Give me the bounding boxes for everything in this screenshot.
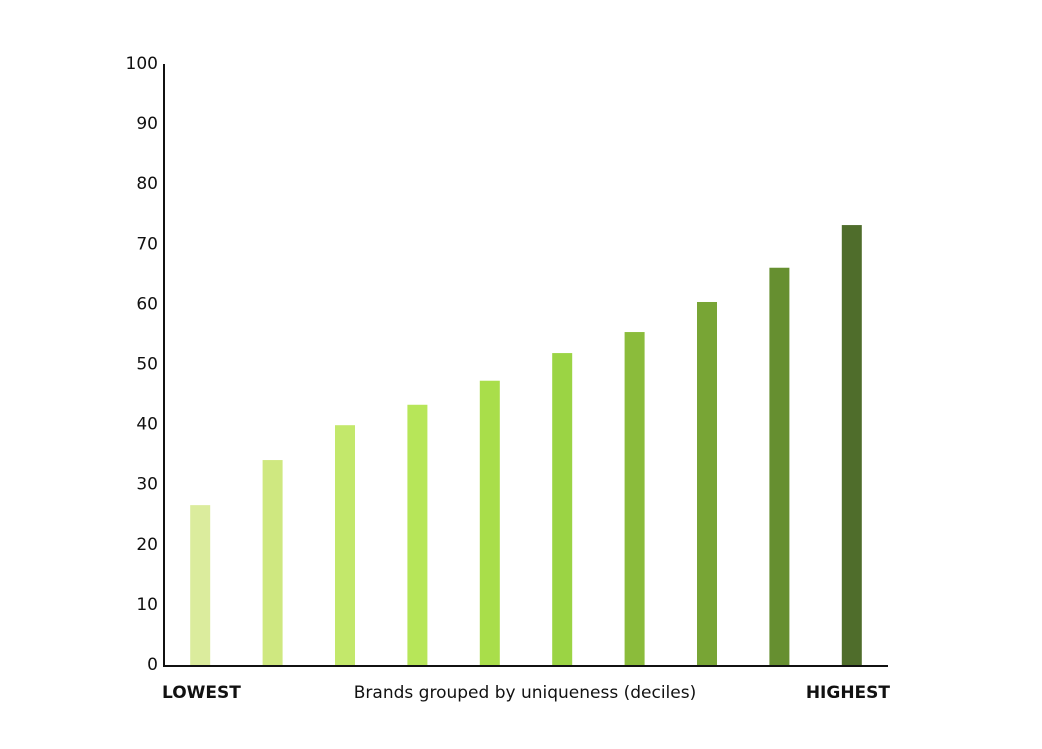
y-tick-label: 0 [147, 655, 158, 675]
y-tick-label: 40 [136, 415, 158, 435]
y-tick-label: 70 [136, 234, 158, 254]
bar [624, 332, 645, 665]
bar [697, 301, 717, 665]
bar [335, 425, 355, 665]
low-label: LOWEST [162, 683, 241, 703]
y-tick-label: 100 [126, 54, 158, 74]
y-tick-label: 10 [136, 595, 158, 615]
bar [407, 404, 428, 665]
bar [479, 380, 500, 665]
y-tick-label: 90 [136, 114, 158, 134]
x-axis-label: Brands grouped by uniqueness (deciles) [354, 683, 696, 703]
y-tick-label: 30 [136, 475, 158, 495]
bar [841, 225, 862, 665]
y-tick-label: 20 [136, 535, 158, 555]
bar [552, 353, 573, 665]
y-tick-label: 60 [136, 294, 158, 314]
y-tick-label: 50 [136, 355, 158, 375]
bar [262, 460, 283, 665]
bar [190, 505, 211, 665]
bar [769, 267, 790, 665]
y-tick-label: 80 [136, 174, 158, 194]
high-label: HIGHEST [806, 683, 891, 703]
